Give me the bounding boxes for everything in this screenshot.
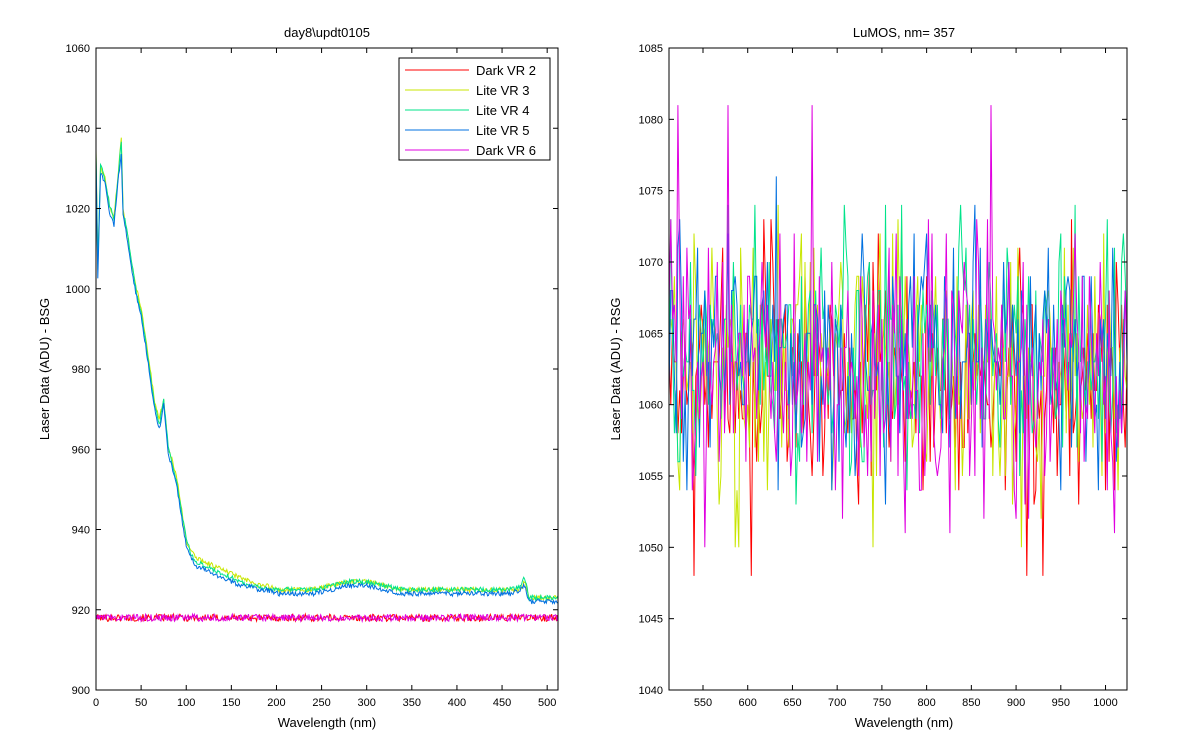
y-tick-label: 1085 (639, 43, 663, 55)
right-chart: LuMOS, nm= 357 550 600 650 700 750 800 850 900 9… (608, 25, 1128, 730)
x-tick-label: 700 (828, 697, 846, 709)
x-tick-label: 350 (403, 697, 421, 709)
left-y-axis-label: Laser Data (ADU) - BSG (37, 298, 52, 440)
legend-label-dark-vr-2: Dark VR 2 (476, 63, 536, 78)
x-tick-label: 0 (93, 697, 99, 709)
x-tick-label: 300 (358, 697, 376, 709)
y-tick-label: 1050 (639, 542, 663, 554)
left-plot-area (95, 137, 559, 624)
right-chart-title: LuMOS, nm= 357 (853, 25, 955, 40)
right-ticks: 550 600 650 700 750 800 850 900 950 1000 1040 1045 1… (639, 43, 1127, 709)
x-tick-label: 850 (962, 697, 980, 709)
x-tick-label: 100 (177, 697, 195, 709)
right-y-axis-label: Laser Data (ADU) - RSG (608, 297, 623, 440)
right-axes-frame (668, 47, 1128, 691)
right-plot-area (668, 105, 1128, 576)
x-tick-label: 950 (1052, 697, 1070, 709)
y-tick-label: 1000 (66, 284, 90, 296)
x-tick-label: 150 (222, 697, 240, 709)
x-tick-label: 750 (873, 697, 891, 709)
x-tick-label: 250 (312, 697, 330, 709)
y-tick-label: 920 (72, 605, 90, 617)
y-tick-label: 1045 (639, 614, 663, 626)
left-chart: day8\updt0105 0 50 100 150 200 250 300 350 400 45… (37, 25, 559, 730)
y-tick-label: 1070 (639, 257, 663, 269)
legend-label-lite-vr-3: Lite VR 3 (476, 83, 529, 98)
y-tick-label: 1020 (66, 204, 90, 216)
y-tick-label: 900 (72, 685, 90, 697)
legend-label-dark-vr-6: Dark VR 6 (476, 143, 536, 158)
x-tick-label: 600 (739, 697, 757, 709)
y-tick-label: 1055 (639, 471, 663, 483)
x-tick-label: 550 (694, 697, 712, 709)
left-x-axis-label: Wavelength (nm) (278, 715, 377, 730)
series-lite-vr-5-line (95, 153, 559, 605)
legend-box (398, 57, 551, 161)
y-tick-label: 1060 (66, 43, 90, 55)
y-tick-label: 1065 (639, 328, 663, 340)
y-tick-label: 980 (72, 364, 90, 376)
left-chart-title: day8\updt0105 (284, 25, 370, 40)
x-tick-label: 450 (493, 697, 511, 709)
legend-label-lite-vr-5: Lite VR 5 (476, 123, 529, 138)
series-dark-vr-6-line (95, 612, 559, 624)
right-series-line-5 (668, 105, 1128, 548)
legend-label-lite-vr-4: Lite VR 4 (476, 103, 529, 118)
y-tick-label: 1040 (639, 685, 663, 697)
x-tick-label: 900 (1007, 697, 1025, 709)
series-lite-vr-4-line (95, 141, 559, 602)
x-tick-label: 650 (783, 697, 801, 709)
x-tick-label: 400 (448, 697, 466, 709)
x-tick-label: 500 (538, 697, 556, 709)
series-lite-vr-3-line (95, 137, 559, 602)
x-tick-label: 800 (917, 697, 935, 709)
left-ticks: 0 50 100 150 200 250 300 350 400 450 500 900 920 940 9… (66, 43, 558, 709)
y-tick-label: 1060 (639, 400, 663, 412)
y-tick-label: 1075 (639, 186, 663, 198)
right-x-axis-label: Wavelength (nm) (855, 715, 954, 730)
y-tick-label: 940 (72, 525, 90, 537)
y-tick-label: 1040 (66, 123, 90, 135)
x-tick-label: 50 (135, 697, 147, 709)
x-tick-label: 1000 (1093, 697, 1117, 709)
y-tick-label: 960 (72, 444, 90, 456)
y-tick-label: 1080 (639, 114, 663, 126)
x-tick-label: 200 (267, 697, 285, 709)
legend: Dark VR 2 Lite VR 3 Lite VR 4 Lite VR 5 … (398, 57, 551, 161)
